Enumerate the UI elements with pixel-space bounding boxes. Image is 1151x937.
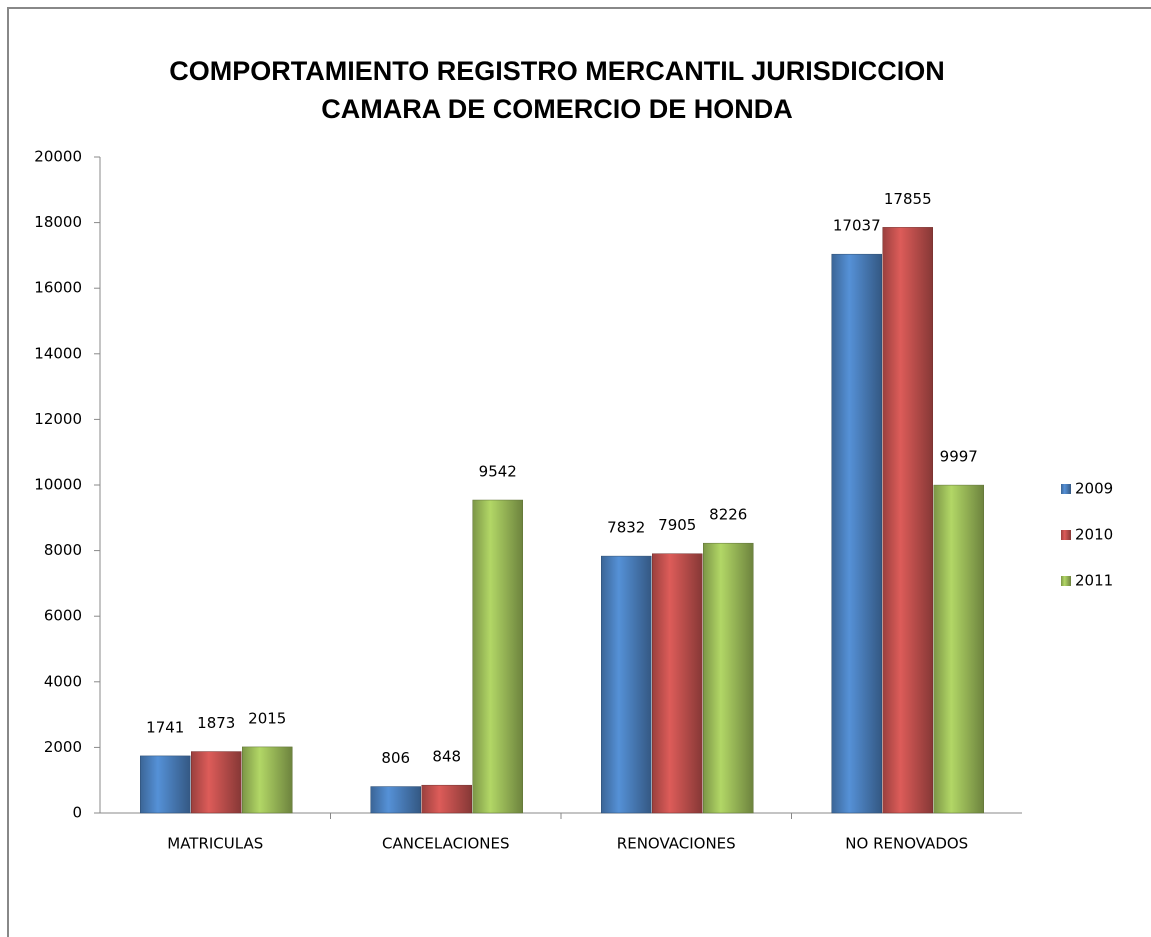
- y-tick-label: 10000: [34, 476, 82, 494]
- bar: [882, 227, 933, 814]
- legend-label: 2010: [1075, 526, 1113, 544]
- y-tick-label: 6000: [44, 607, 82, 625]
- legend-swatch: [1061, 576, 1071, 586]
- x-tick-label: RENOVACIONES: [617, 835, 736, 853]
- bar: [242, 746, 293, 814]
- x-tick-label: MATRICULAS: [167, 835, 263, 853]
- legend-label: 2009: [1075, 480, 1113, 498]
- x-tick-label: CANCELACIONES: [382, 835, 510, 853]
- data-label: 7832: [607, 519, 645, 537]
- legend-swatch: [1061, 484, 1071, 494]
- data-label: 17855: [884, 190, 932, 208]
- legend-label: 2011: [1075, 572, 1113, 590]
- data-label: 17037: [833, 217, 881, 235]
- data-label: 806: [381, 749, 410, 767]
- y-tick-label: 12000: [34, 410, 82, 428]
- bar: [191, 751, 242, 814]
- bar: [140, 755, 191, 814]
- data-label: 7905: [658, 516, 696, 534]
- y-tick-label: 2000: [44, 738, 82, 756]
- data-label: 9997: [940, 448, 978, 466]
- bar: [831, 253, 882, 814]
- y-tick-label: 20000: [34, 148, 82, 166]
- x-tick-label: NO RENOVADOS: [845, 835, 968, 853]
- bar: [652, 553, 703, 814]
- bar: [472, 499, 523, 814]
- y-tick-label: 0: [72, 804, 82, 822]
- chart-title: COMPORTAMIENTO REGISTRO MERCANTIL JURISD…: [169, 56, 945, 86]
- data-label: 848: [432, 748, 461, 766]
- bar: [703, 542, 754, 814]
- data-label: 8226: [709, 506, 747, 524]
- y-tick-label: 18000: [34, 213, 82, 231]
- legend-swatch: [1061, 530, 1071, 540]
- data-label: 1873: [197, 714, 235, 732]
- data-label: 2015: [248, 709, 286, 727]
- data-label: 9542: [479, 463, 517, 481]
- y-tick-label: 16000: [34, 279, 82, 297]
- bar: [601, 555, 652, 814]
- y-tick-label: 4000: [44, 672, 82, 690]
- data-label: 1741: [146, 718, 184, 736]
- bar: [421, 784, 472, 814]
- bar: [370, 786, 421, 814]
- bar: [933, 484, 984, 814]
- y-tick-label: 14000: [34, 344, 82, 362]
- chart-title: CAMARA DE COMERCIO DE HONDA: [321, 94, 793, 124]
- y-tick-label: 8000: [44, 541, 82, 559]
